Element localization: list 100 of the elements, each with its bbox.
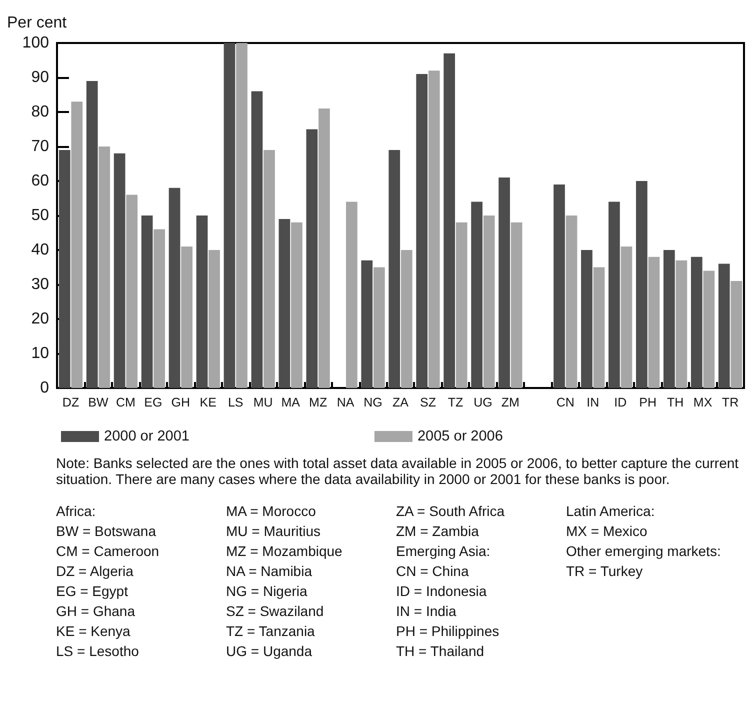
bar bbox=[593, 267, 605, 388]
bar bbox=[306, 129, 318, 388]
text: SZ = Swaziland bbox=[226, 602, 325, 621]
text: NA = Namibia bbox=[226, 562, 313, 581]
bar bbox=[114, 153, 126, 388]
y-axis-title: Per cent bbox=[7, 14, 68, 32]
y-tick-label: 0 bbox=[40, 380, 50, 396]
text: MA = Morocco bbox=[226, 502, 317, 521]
text: CN = China bbox=[396, 562, 470, 581]
bar bbox=[444, 53, 456, 388]
text: ZA = South Africa bbox=[396, 502, 506, 521]
text: MZ = Mozambique bbox=[226, 542, 344, 561]
bar bbox=[428, 70, 440, 388]
x-tick-label: MX bbox=[693, 396, 713, 410]
bar bbox=[224, 43, 236, 388]
x-tick-label: NA bbox=[336, 396, 355, 410]
bar bbox=[86, 80, 98, 388]
x-tick-label: PH bbox=[639, 396, 657, 410]
bar bbox=[141, 216, 153, 388]
text: NG = Nigeria bbox=[226, 582, 308, 601]
bar bbox=[730, 281, 742, 388]
bar bbox=[126, 194, 138, 388]
text: DZ = Algeria bbox=[56, 562, 134, 581]
bar bbox=[648, 256, 660, 388]
bar bbox=[608, 202, 620, 388]
bar bbox=[58, 150, 70, 388]
bar bbox=[676, 260, 688, 388]
bar bbox=[181, 246, 192, 388]
text: PH = Philippines bbox=[396, 622, 500, 641]
bar bbox=[483, 216, 495, 388]
bar bbox=[168, 188, 180, 388]
bar bbox=[251, 91, 263, 388]
text: Africa: bbox=[56, 502, 97, 521]
bar bbox=[510, 222, 522, 388]
bar bbox=[690, 256, 702, 388]
text: KE = Kenya bbox=[56, 622, 132, 641]
bar bbox=[196, 216, 208, 388]
x-tick-label: IN bbox=[586, 396, 600, 410]
legend-label: 2005 or 2006 bbox=[417, 428, 503, 444]
bar bbox=[278, 218, 290, 388]
bar bbox=[361, 260, 373, 388]
bar bbox=[498, 178, 510, 388]
text: TZ = Tanzania bbox=[226, 622, 316, 641]
x-tick-label: TH bbox=[666, 396, 684, 410]
text: UG = Uganda bbox=[226, 642, 313, 661]
x-tick-label: BW bbox=[88, 396, 108, 410]
x-tick-label: GH bbox=[171, 396, 190, 410]
x-tick-label: EG bbox=[144, 396, 162, 410]
y-tick-label: 70 bbox=[31, 138, 50, 155]
text: ID = Indonesia bbox=[396, 582, 488, 601]
bar bbox=[346, 202, 358, 388]
bar bbox=[318, 108, 330, 388]
bar bbox=[456, 222, 468, 388]
text: Emerging Asia: bbox=[396, 542, 492, 561]
x-tick-label: LS bbox=[228, 396, 244, 410]
x-tick-label: MA bbox=[281, 396, 301, 410]
text: GH = Ghana bbox=[56, 602, 136, 621]
x-tick-label: ZM bbox=[501, 396, 520, 410]
bar bbox=[264, 150, 275, 388]
text: MX = Mexico bbox=[566, 522, 648, 541]
x-tick-label: KE bbox=[200, 396, 216, 410]
bar bbox=[373, 267, 385, 388]
y-tick-label: 10 bbox=[31, 345, 50, 362]
text: Note: Banks selected are the ones with total asset data available in 2005 or 2006, to better capture the current situation. There are many cases where the data availability in 2000 or 2001 for these banks is poor. bbox=[56, 455, 739, 487]
y-tick-label: 20 bbox=[31, 310, 50, 328]
x-tick-label: UG bbox=[474, 396, 492, 410]
bar bbox=[663, 250, 675, 388]
text: MU = Mauritius bbox=[226, 522, 322, 541]
x-tick-label: TZ bbox=[448, 396, 464, 410]
text: TR = Turkey bbox=[566, 562, 644, 581]
y-tick-label: 60 bbox=[31, 172, 50, 190]
bar bbox=[236, 43, 248, 388]
bar bbox=[291, 222, 302, 388]
x-tick-label: TR bbox=[722, 396, 739, 410]
bar bbox=[636, 181, 648, 388]
legend-label: 2000 or 2001 bbox=[104, 428, 190, 444]
x-tick-label: NG bbox=[364, 396, 382, 410]
x-tick-label: ZA bbox=[392, 396, 410, 410]
y-tick-label: 50 bbox=[31, 207, 50, 224]
bar bbox=[471, 202, 482, 388]
text: TH = Thailand bbox=[396, 642, 486, 661]
x-tick-label: MU bbox=[253, 396, 273, 410]
bar bbox=[703, 270, 715, 388]
x-tick-label: ID bbox=[614, 396, 627, 410]
y-tick-label: 80 bbox=[31, 104, 50, 120]
bar bbox=[71, 102, 83, 388]
bar bbox=[400, 250, 412, 388]
text: IN = India bbox=[396, 602, 458, 621]
bar bbox=[581, 250, 592, 388]
text: ZM = Zambia bbox=[396, 522, 480, 541]
x-tick-label: CM bbox=[116, 396, 136, 410]
x-tick-label: SZ bbox=[420, 396, 436, 410]
bar bbox=[554, 184, 565, 388]
text: LS = Lesotho bbox=[56, 642, 140, 661]
x-tick-label: MZ bbox=[309, 396, 328, 410]
bar bbox=[154, 229, 165, 388]
text: BW = Botswana bbox=[56, 522, 157, 541]
bar bbox=[620, 246, 632, 388]
bar bbox=[416, 74, 428, 388]
x-tick-label: CN bbox=[556, 396, 574, 410]
